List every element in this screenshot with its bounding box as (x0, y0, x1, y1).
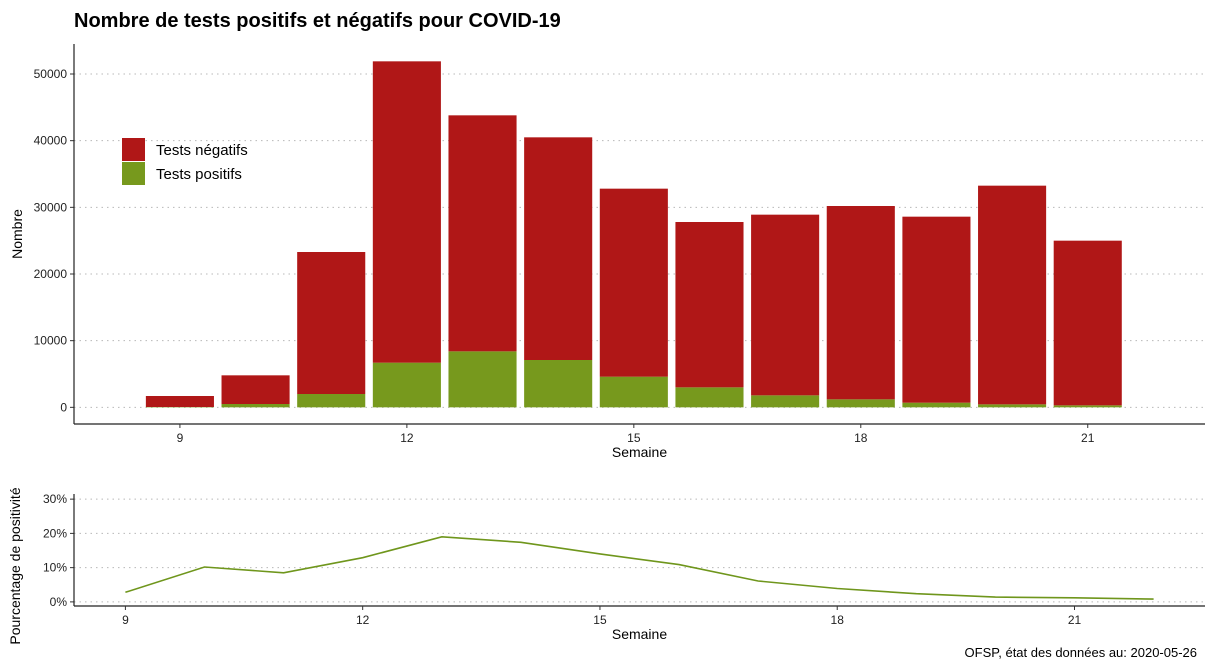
y-tick-label: 20000 (34, 267, 68, 281)
bar-positifs (902, 402, 971, 408)
bar-positifs (372, 362, 441, 408)
y-tick-label: 50000 (34, 67, 68, 81)
bar-negatifs (221, 375, 290, 404)
y-axis-title: Pourcentage de positivité (7, 487, 23, 644)
bar-negatifs (297, 252, 366, 394)
bar-positifs (524, 360, 593, 408)
x-tick-label: 18 (854, 431, 868, 445)
y-tick-label: 40000 (34, 134, 68, 148)
x-tick-label: 15 (593, 613, 607, 627)
x-tick-label: 9 (177, 431, 184, 445)
bar-negatifs (1053, 240, 1122, 406)
source-note: OFSP, état des données au: 2020-05-26 (964, 645, 1197, 660)
bar-positifs (826, 399, 895, 408)
y-tick-label: 30000 (34, 200, 68, 214)
bar-negatifs (145, 396, 214, 407)
x-axis-title: Semaine (612, 626, 667, 642)
stacked-bar-panel: 0 10000 20000 30000 40000 50000 9 12 15 18 21 Semai… (9, 44, 1205, 460)
x-tick-label: 12 (400, 431, 414, 445)
y-axis-title: Nombre (9, 209, 25, 259)
y-tick-label: 0 (60, 400, 67, 414)
bar-positifs (448, 351, 517, 408)
bar-positifs (978, 404, 1047, 408)
chart-title: Nombre de tests positifs et négatifs pou… (74, 10, 561, 32)
bar-negatifs (978, 185, 1047, 405)
x-tick-label: 21 (1081, 431, 1095, 445)
x-tick-label: 18 (831, 613, 845, 627)
y-tick-label: 10% (43, 561, 67, 575)
bar-negatifs (902, 216, 971, 403)
bar-negatifs (448, 115, 517, 352)
positivity-line (125, 535, 1154, 600)
x-tick-label: 15 (627, 431, 641, 445)
bar-negatifs (372, 61, 441, 363)
bar-positifs (675, 387, 744, 408)
bar-positifs (297, 394, 366, 408)
x-axis-title: Semaine (612, 444, 667, 460)
x-tick-label: 21 (1068, 613, 1082, 627)
y-tick-label: 20% (43, 526, 67, 540)
bar-positifs (221, 404, 290, 408)
bar-negatifs (524, 137, 593, 360)
positivity-line-panel: 0% 10% 20% 30% 9 12 15 18 21 Semaine Pourcentage d… (7, 487, 1205, 645)
legend-swatch (122, 162, 145, 185)
bar-negatifs (675, 222, 744, 388)
x-tick-label: 12 (356, 613, 370, 627)
bar-positifs (599, 376, 668, 408)
legend: Tests négatifs Tests positifs (122, 138, 248, 185)
y-tick-label: 10000 (34, 334, 68, 348)
legend-label: Tests positifs (156, 166, 242, 183)
legend-label: Tests négatifs (156, 142, 248, 159)
bar-negatifs (599, 188, 668, 377)
bar-negatifs (751, 214, 820, 396)
bar-positifs (1053, 405, 1122, 408)
bar-positifs (751, 395, 820, 408)
legend-swatch (122, 138, 145, 161)
y-tick-label: 30% (43, 492, 67, 506)
x-tick-label: 9 (122, 613, 129, 627)
bar-negatifs (826, 206, 895, 400)
y-tick-label: 0% (50, 595, 68, 609)
